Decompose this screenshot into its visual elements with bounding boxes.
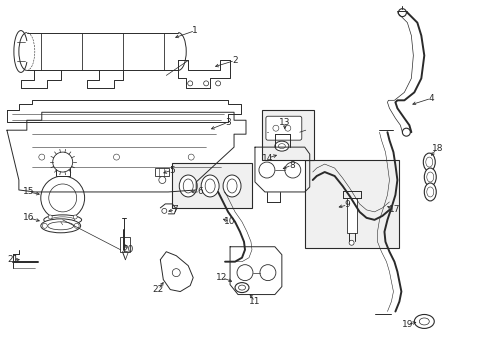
Text: 12: 12 bbox=[216, 273, 227, 282]
Circle shape bbox=[285, 162, 300, 178]
Circle shape bbox=[285, 125, 290, 131]
Ellipse shape bbox=[235, 283, 248, 293]
Ellipse shape bbox=[413, 315, 433, 328]
Text: 7: 7 bbox=[172, 206, 178, 215]
Ellipse shape bbox=[201, 175, 219, 197]
Ellipse shape bbox=[48, 222, 74, 230]
Circle shape bbox=[215, 81, 220, 86]
Circle shape bbox=[203, 81, 208, 86]
Ellipse shape bbox=[238, 285, 245, 290]
Bar bbox=[172, 163, 251, 208]
Text: 22: 22 bbox=[152, 285, 163, 294]
Circle shape bbox=[39, 154, 45, 160]
Ellipse shape bbox=[41, 219, 81, 233]
Ellipse shape bbox=[424, 183, 435, 201]
Circle shape bbox=[41, 176, 84, 220]
Bar bbox=[155, 168, 169, 176]
Ellipse shape bbox=[278, 144, 285, 149]
Ellipse shape bbox=[44, 215, 81, 225]
Circle shape bbox=[162, 208, 166, 213]
Text: 3: 3 bbox=[225, 118, 230, 127]
Circle shape bbox=[348, 240, 353, 245]
Circle shape bbox=[398, 9, 406, 17]
Ellipse shape bbox=[274, 141, 288, 151]
Circle shape bbox=[42, 223, 47, 228]
Text: 10: 10 bbox=[224, 217, 235, 226]
Bar bbox=[346, 198, 356, 233]
Ellipse shape bbox=[426, 187, 433, 197]
Text: 4: 4 bbox=[427, 94, 433, 103]
Bar bbox=[304, 160, 399, 248]
Circle shape bbox=[187, 81, 192, 86]
Circle shape bbox=[272, 125, 278, 131]
Circle shape bbox=[48, 215, 52, 219]
Text: 19: 19 bbox=[401, 320, 412, 329]
Ellipse shape bbox=[226, 179, 237, 193]
Ellipse shape bbox=[425, 157, 432, 167]
Text: 9: 9 bbox=[344, 201, 350, 210]
Circle shape bbox=[237, 265, 252, 280]
Ellipse shape bbox=[426, 172, 433, 182]
Text: 13: 13 bbox=[279, 118, 290, 127]
Circle shape bbox=[172, 269, 180, 276]
Ellipse shape bbox=[183, 179, 193, 193]
Circle shape bbox=[113, 154, 119, 160]
Bar bbox=[120, 237, 130, 252]
Circle shape bbox=[49, 184, 77, 212]
Text: 8: 8 bbox=[288, 161, 294, 170]
Text: 17: 17 bbox=[388, 206, 399, 215]
Bar bbox=[56, 156, 69, 176]
Circle shape bbox=[73, 215, 77, 219]
Text: 18: 18 bbox=[430, 144, 442, 153]
Text: 20: 20 bbox=[122, 245, 134, 254]
FancyBboxPatch shape bbox=[265, 116, 301, 140]
Circle shape bbox=[53, 152, 73, 172]
Circle shape bbox=[74, 223, 79, 228]
Ellipse shape bbox=[223, 175, 241, 197]
Text: 21: 21 bbox=[7, 255, 19, 264]
Text: 15: 15 bbox=[23, 188, 35, 197]
Ellipse shape bbox=[424, 168, 435, 186]
Text: 6: 6 bbox=[197, 188, 203, 197]
Text: 11: 11 bbox=[249, 297, 260, 306]
Ellipse shape bbox=[423, 153, 434, 171]
Circle shape bbox=[159, 176, 165, 184]
Text: 2: 2 bbox=[232, 56, 237, 65]
Circle shape bbox=[259, 162, 274, 178]
Ellipse shape bbox=[179, 175, 197, 197]
Circle shape bbox=[188, 154, 194, 160]
Bar bbox=[262, 110, 313, 160]
Ellipse shape bbox=[419, 318, 428, 325]
Ellipse shape bbox=[51, 217, 75, 223]
Text: 14: 14 bbox=[262, 154, 273, 163]
Text: 5: 5 bbox=[169, 166, 175, 175]
Ellipse shape bbox=[205, 179, 215, 193]
Text: 16: 16 bbox=[23, 213, 35, 222]
Text: 1: 1 bbox=[192, 26, 198, 35]
Circle shape bbox=[260, 265, 275, 280]
Circle shape bbox=[402, 128, 409, 136]
